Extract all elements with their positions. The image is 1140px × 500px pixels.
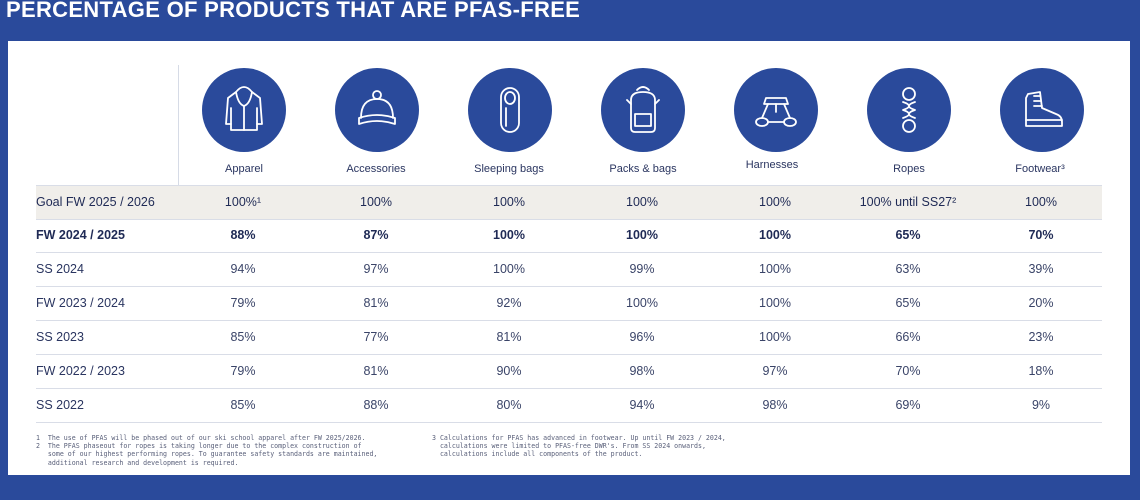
cell-ropes: 70% [895, 364, 921, 378]
category-label-harnesses: Harnesses [745, 159, 799, 171]
boot-icon [1000, 68, 1084, 152]
table-row-ss-2023: SS 2023 85% 77% 81% 96% 100% 66% 23% [36, 321, 1102, 355]
cell-harnesses: 98% [762, 398, 788, 412]
category-label-ropes: Ropes [893, 163, 925, 175]
table-row-ss-2024: SS 2024 94% 97% 100% 99% 100% 63% 39% [36, 253, 1102, 287]
category-label-sleeping-bags: Sleeping bags [474, 163, 544, 175]
table-row-fw-2022-2023: FW 2022 / 2023 79% 81% 90% 98% 97% 70% 1… [36, 355, 1102, 389]
cell-sleeping-bags: 80% [496, 398, 522, 412]
cell-accessories: 87% [363, 228, 389, 242]
cell-accessories: 97% [363, 262, 389, 276]
cell-harnesses: 100% [759, 330, 791, 344]
rope-icon [867, 68, 951, 152]
cell-ropes: 65% [895, 296, 921, 310]
cell-accessories: 88% [363, 398, 389, 412]
cell-accessories: 77% [363, 330, 389, 344]
category-label-apparel: Apparel [225, 163, 263, 175]
cell-footwear: 70% [1028, 228, 1054, 242]
row-label: SS 2022 [36, 398, 84, 412]
cell-footwear: 39% [1028, 262, 1054, 276]
cell-footwear: 20% [1028, 296, 1054, 310]
cell-ropes: 66% [895, 330, 921, 344]
harness-icon [734, 68, 818, 152]
table-row-ss-2022: SS 2022 85% 88% 80% 94% 98% 69% 9% [36, 389, 1102, 423]
cell-ropes: 69% [895, 398, 921, 412]
cell-harnesses: 100% [759, 195, 791, 209]
backpack-icon [601, 68, 685, 152]
cell-accessories: 81% [363, 364, 389, 378]
category-label-accessories: Accessories [346, 163, 406, 175]
table-row-fw-2024-2025: FW 2024 / 2025 88% 87% 100% 100% 100% 65… [36, 219, 1102, 253]
cell-sleeping-bags: 100% [493, 195, 525, 209]
cell-apparel: 79% [230, 364, 256, 378]
cell-ropes: 65% [895, 228, 921, 242]
cell-apparel: 85% [230, 398, 256, 412]
row-label: SS 2023 [36, 330, 84, 344]
header-divider [178, 65, 179, 185]
cell-sleeping-bags: 81% [496, 330, 522, 344]
category-label-footwear: Footwear³ [1015, 163, 1065, 175]
cell-sleeping-bags: 92% [496, 296, 522, 310]
cell-sleeping-bags: 100% [493, 228, 525, 242]
cell-packs-bags: 100% [626, 296, 658, 310]
cell-footwear: 18% [1028, 364, 1054, 378]
cell-ropes: 100% until SS27² [859, 195, 957, 209]
cell-apparel: 94% [230, 262, 256, 276]
cell-footwear: 9% [1031, 398, 1051, 412]
cell-accessories: 81% [363, 296, 389, 310]
cell-apparel: 85% [230, 330, 256, 344]
cell-ropes: 63% [895, 262, 921, 276]
page-title: PERCENTAGE OF PRODUCTS THAT ARE PFAS-FRE… [6, 0, 581, 22]
cell-harnesses: 100% [759, 262, 791, 276]
cell-harnesses: 100% [759, 228, 791, 242]
cell-packs-bags: 100% [626, 228, 658, 242]
category-label-packs-bags: Packs & bags [609, 163, 677, 175]
footnotes-left: 1 The use of PFAS will be phased out of … [36, 434, 378, 467]
cell-packs-bags: 94% [629, 398, 655, 412]
cell-packs-bags: 96% [629, 330, 655, 344]
cell-apparel: 100%¹ [224, 195, 262, 209]
cell-apparel: 79% [230, 296, 256, 310]
footnotes-right: 3 Calculations for PFAS has advanced in … [432, 434, 726, 459]
row-label: Goal FW 2025 / 2026 [36, 195, 155, 209]
cell-apparel: 88% [230, 228, 256, 242]
cell-footwear: 23% [1028, 330, 1054, 344]
cell-packs-bags: 98% [629, 364, 655, 378]
sleeping-bag-icon [468, 68, 552, 152]
cell-harnesses: 100% [759, 296, 791, 310]
row-label: SS 2024 [36, 262, 84, 276]
cell-sleeping-bags: 90% [496, 364, 522, 378]
hoodie-icon [202, 68, 286, 152]
table-row-goal: Goal FW 2025 / 2026 100%¹ 100% 100% 100%… [36, 185, 1102, 220]
table-row-fw-2023-2024: FW 2023 / 2024 79% 81% 92% 100% 100% 65%… [36, 287, 1102, 321]
cell-footwear: 100% [1025, 195, 1057, 209]
cell-packs-bags: 99% [629, 262, 655, 276]
cell-sleeping-bags: 100% [493, 262, 525, 276]
row-label: FW 2024 / 2025 [36, 228, 125, 242]
cell-packs-bags: 100% [626, 195, 658, 209]
row-label: FW 2022 / 2023 [36, 364, 125, 378]
row-label: FW 2023 / 2024 [36, 296, 125, 310]
beanie-icon [335, 68, 419, 152]
cell-accessories: 100% [360, 195, 392, 209]
cell-harnesses: 97% [762, 364, 788, 378]
